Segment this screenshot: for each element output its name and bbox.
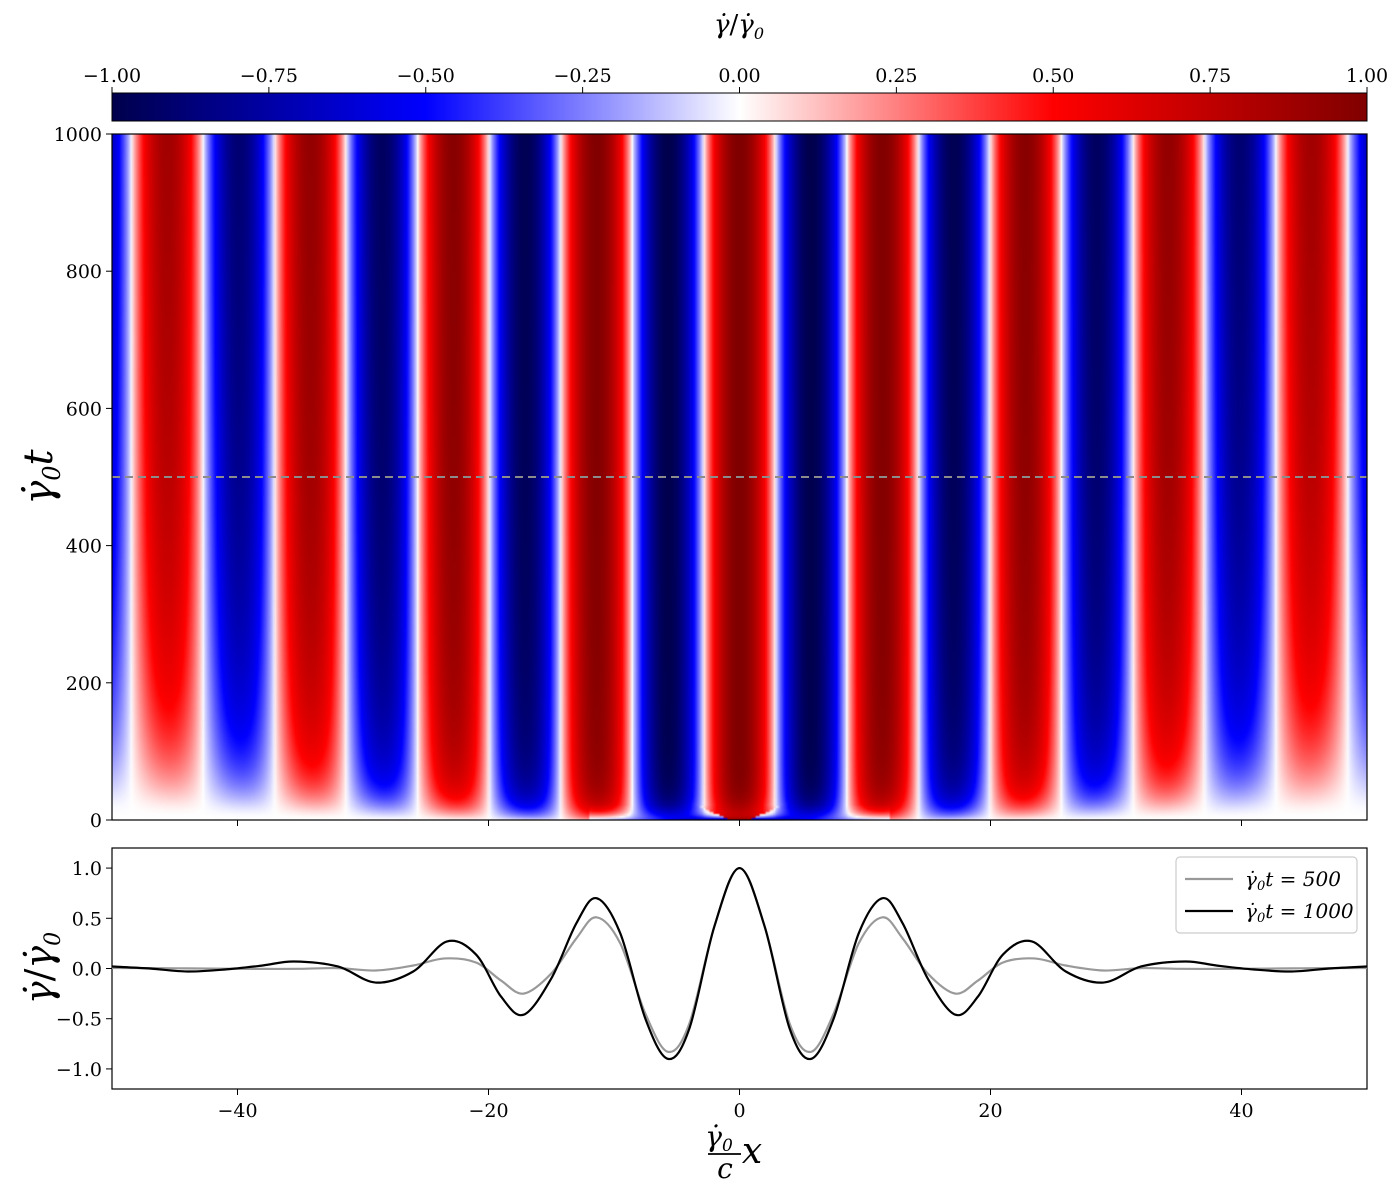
colorbar-tick-label: 0.75 (1189, 65, 1231, 87)
colorbar-ticks: −1.00 −0.75 −0.50 −0.25 0.00 0.25 0.50 0.75 1.00 (83, 65, 1388, 93)
series-line-t1000 (112, 866, 1367, 1061)
heatmap-ylabel: γ̇0t (16, 448, 66, 504)
line-ylabel: γ̇/γ̇0 (17, 932, 66, 1004)
heatmap-y-ticks: 0 200 400 600 800 1000 (54, 124, 112, 832)
line-y-tick-label: −0.5 (56, 1009, 102, 1031)
line-x-tick-label: −20 (468, 1100, 508, 1122)
colorbar-label: γ̇/γ̇0 (714, 10, 764, 43)
svg-text:γ̇0: γ̇0 (705, 1120, 733, 1156)
line-y-tick-label: 0.0 (72, 959, 102, 981)
heatmap-y-tick-label: 200 (66, 673, 102, 695)
heatmap-y-tick-label: 1000 (54, 124, 102, 146)
colorbar (111, 92, 1368, 122)
colorbar-tick-label: −0.25 (554, 65, 612, 87)
line-x-tick-label: −40 (217, 1100, 257, 1122)
svg-text:γ̇0t: γ̇0t (16, 448, 66, 504)
svg-text:γ̇/γ̇0: γ̇/γ̇0 (17, 932, 66, 1004)
heatmap-y-tick-label: 800 (66, 261, 102, 283)
line-x-tick-label: 40 (1229, 1100, 1253, 1122)
legend: γ̇0t = 500 γ̇0t = 1000 (1175, 856, 1358, 934)
colorbar-tick-label: 0.50 (1032, 65, 1074, 87)
heatmap-plot: 0 200 400 600 800 1000 (54, 124, 1368, 832)
colorbar-tick-label: −0.50 (397, 65, 455, 87)
colorbar-tick-label: 0.25 (875, 65, 917, 87)
line-x-tick-label: 0 (733, 1100, 745, 1122)
svg-text:x: x (742, 1131, 762, 1172)
line-plot: 1.0 0.5 0.0 −0.5 −1.0 −40 −20 0 20 40 γ̇0t = 500… (56, 847, 1368, 1122)
line-x-tick-label: 20 (978, 1100, 1002, 1122)
line-series-group (112, 866, 1367, 1061)
svg-text:c: c (717, 1152, 733, 1185)
heatmap-y-tick-label: 0 (90, 810, 102, 832)
legend-box (1175, 856, 1358, 934)
heatmap-y-tick-label: 400 (66, 536, 102, 558)
legend-label-t500: γ̇0t = 500 (1245, 867, 1341, 894)
line-y-tick-label: 0.5 (72, 908, 102, 930)
colorbar-tick-label: 0.00 (718, 65, 760, 87)
colorbar-tick-label: 1.00 (1346, 65, 1388, 87)
line-x-ticks: −40 −20 0 20 40 (217, 1089, 1254, 1122)
legend-label-t1000: γ̇0t = 1000 (1245, 899, 1354, 926)
line-xlabel: γ̇0 c x (705, 1120, 762, 1185)
heatmap-x-ticks (237, 820, 1242, 826)
colorbar-tick-label: −0.75 (240, 65, 298, 87)
line-y-tick-label: −1.0 (56, 1059, 102, 1081)
line-y-ticks: 1.0 0.5 0.0 −0.5 −1.0 (56, 858, 112, 1081)
heatmap-y-tick-label: 600 (66, 398, 102, 420)
line-y-tick-label: 1.0 (72, 858, 102, 880)
colorbar-tick-label: −1.00 (83, 65, 141, 87)
